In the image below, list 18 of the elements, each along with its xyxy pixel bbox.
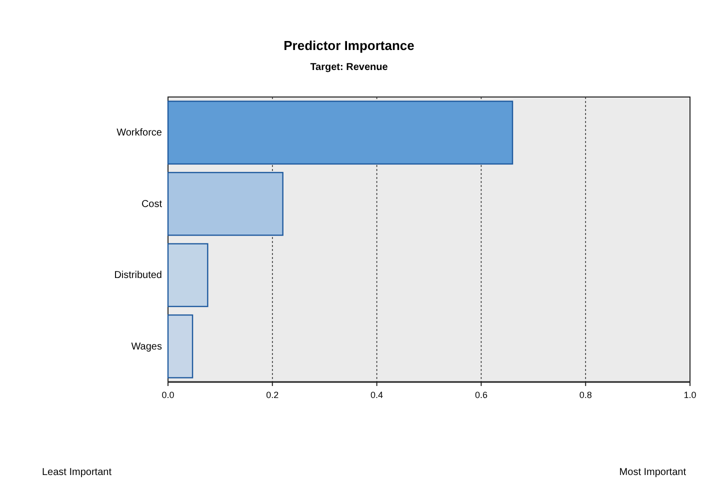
bar bbox=[167, 100, 514, 165]
bar bbox=[167, 243, 208, 308]
x-tick-label: 0.8 bbox=[579, 390, 592, 400]
x-tick-label: 0.0 bbox=[162, 390, 174, 400]
x-tick-label: 0.2 bbox=[266, 390, 279, 400]
y-tick-label: Wages bbox=[131, 341, 162, 352]
x-tick-label: 1.0 bbox=[684, 390, 696, 400]
bar bbox=[167, 172, 284, 236]
y-tick-label: Cost bbox=[141, 198, 162, 210]
bar bbox=[167, 314, 194, 378]
text: Most Important bbox=[619, 467, 686, 478]
text: Least Important bbox=[42, 467, 112, 478]
x-tick-label: 0.4 bbox=[370, 390, 384, 400]
chart-subtitle: Target: Revenue bbox=[310, 62, 388, 73]
chart-title: Predictor Importance bbox=[284, 38, 414, 53]
y-tick-label: Distributed bbox=[114, 270, 162, 282]
y-tick-label: Workforce bbox=[116, 128, 162, 139]
x-tick-label: 0.6 bbox=[474, 390, 488, 400]
